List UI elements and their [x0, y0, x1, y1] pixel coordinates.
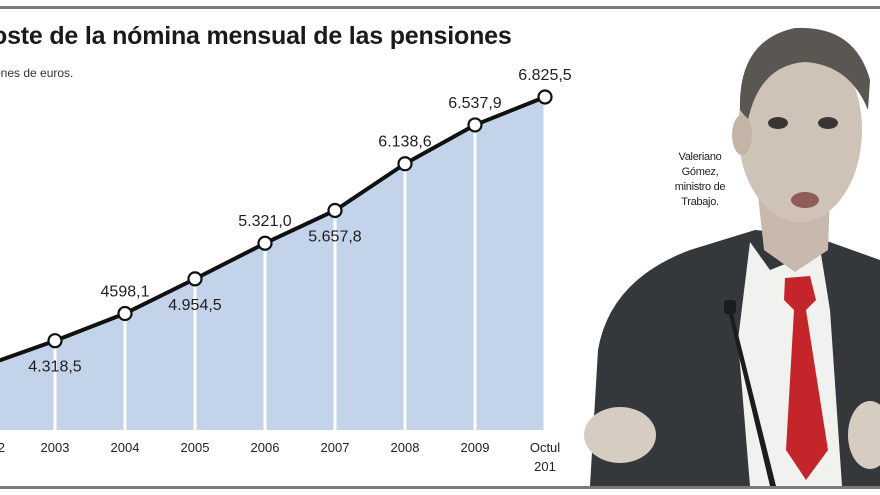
photo-tie: [784, 276, 828, 480]
data-label: 4598,1: [101, 284, 150, 301]
photo-ear: [732, 115, 752, 155]
photo-hand-left: [584, 407, 656, 463]
x-tick-label: 2005: [181, 440, 210, 455]
minister-photo: [584, 27, 880, 486]
photo-eye-right: [818, 117, 838, 129]
x-tick-label: Octul: [530, 440, 560, 455]
photo-caption-line: Gómez,: [681, 166, 719, 178]
x-tick-label: 2008: [391, 440, 420, 455]
top-rule: [0, 6, 880, 9]
x-tick-label: 2007: [321, 440, 350, 455]
data-label: 5.657,8: [308, 228, 361, 245]
data-point: [397, 156, 413, 172]
data-label: 6.825,5: [518, 67, 571, 84]
data-label: 4.954,5: [168, 297, 221, 314]
bottom-rule: [0, 486, 880, 489]
x-tick-label: 2004: [111, 440, 140, 455]
photo-hand-right: [848, 401, 880, 469]
photo-microphone: [728, 310, 776, 486]
x-tick-label: 2003: [41, 440, 70, 455]
x-tick-label-line2: 201: [534, 459, 556, 474]
photo-caption-line: ministro de: [674, 181, 726, 193]
photo-mouth: [791, 192, 819, 208]
area-fill: [0, 96, 545, 430]
data-point: [257, 235, 273, 251]
photo-face: [738, 38, 862, 222]
data-point: [117, 305, 133, 322]
photo-caption-line: Trabajo.: [681, 196, 719, 208]
photo-hair: [739, 27, 870, 121]
data-label: 6.537,9: [448, 95, 501, 112]
x-tick-label: 2: [0, 440, 5, 455]
data-point: [537, 89, 553, 105]
photo-caption: Valeriano Gómez, ministro de Trabajo.: [650, 150, 750, 210]
chart-plot: 2 4.318,5 4598,1 4.954,5 5.321,0 5.657,8 6.138…: [0, 67, 572, 474]
photo-eye-left: [768, 117, 788, 129]
x-tick-label: 2009: [461, 440, 490, 455]
x-tick-label: 2006: [251, 440, 280, 455]
photo-microphone-head: [724, 300, 736, 314]
chart-subtitle: ones de euros.: [0, 66, 74, 80]
data-point: [467, 117, 483, 133]
data-point: [327, 202, 343, 219]
data-point: [47, 333, 63, 349]
chart-title: oste de la nómina mensual de las pension…: [0, 22, 512, 50]
data-label: 4.318,5: [28, 359, 81, 376]
photo-caption-line: Valeriano: [678, 151, 722, 163]
data-label: 6.138,6: [378, 134, 431, 151]
data-label: 5.321,0: [238, 213, 291, 230]
data-point: [187, 271, 203, 287]
